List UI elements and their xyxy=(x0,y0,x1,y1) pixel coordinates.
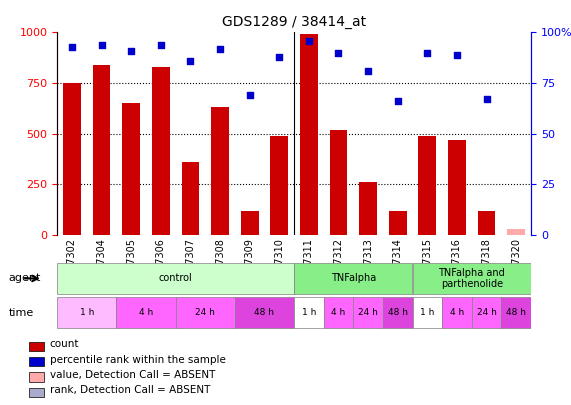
Bar xyxy=(235,297,294,328)
Text: 48 h: 48 h xyxy=(388,308,408,318)
Text: 24 h: 24 h xyxy=(477,308,497,318)
Title: GDS1289 / 38414_at: GDS1289 / 38414_at xyxy=(222,15,366,29)
Bar xyxy=(353,297,383,328)
Point xyxy=(364,68,373,74)
Text: 24 h: 24 h xyxy=(358,308,378,318)
Text: 1 h: 1 h xyxy=(301,308,316,318)
Bar xyxy=(389,211,407,235)
Point xyxy=(334,49,343,56)
Text: 1 h: 1 h xyxy=(420,308,435,318)
Point xyxy=(67,43,77,50)
Text: control: control xyxy=(159,273,192,283)
FancyBboxPatch shape xyxy=(57,263,293,294)
Bar xyxy=(182,162,199,235)
Bar xyxy=(507,229,525,235)
Bar xyxy=(211,107,229,235)
FancyBboxPatch shape xyxy=(412,263,530,294)
Point xyxy=(245,92,254,98)
FancyBboxPatch shape xyxy=(294,263,412,294)
Point xyxy=(156,41,166,48)
Bar xyxy=(271,136,288,235)
Text: value, Detection Call = ABSENT: value, Detection Call = ABSENT xyxy=(50,370,215,380)
Bar xyxy=(419,136,436,235)
Bar xyxy=(294,297,324,328)
Bar xyxy=(324,297,353,328)
Text: rank, Detection Call = ABSENT: rank, Detection Call = ABSENT xyxy=(50,385,210,395)
Text: TNFalpha: TNFalpha xyxy=(331,273,376,283)
Text: time: time xyxy=(9,308,34,318)
Point xyxy=(275,53,284,60)
Bar xyxy=(300,34,317,235)
Bar xyxy=(472,297,501,328)
Text: 4 h: 4 h xyxy=(331,308,345,318)
Point xyxy=(215,45,224,52)
Bar xyxy=(501,297,531,328)
Bar xyxy=(29,388,45,397)
Bar xyxy=(241,211,259,235)
Text: percentile rank within the sample: percentile rank within the sample xyxy=(50,355,226,364)
Bar xyxy=(93,65,110,235)
Point xyxy=(482,96,491,102)
Point xyxy=(423,49,432,56)
Text: count: count xyxy=(50,339,79,350)
Bar xyxy=(63,83,81,235)
Bar xyxy=(116,297,176,328)
Bar xyxy=(442,297,472,328)
Text: 4 h: 4 h xyxy=(450,308,464,318)
Text: 1 h: 1 h xyxy=(79,308,94,318)
Text: 4 h: 4 h xyxy=(139,308,153,318)
Text: 48 h: 48 h xyxy=(506,308,526,318)
Bar xyxy=(383,297,412,328)
Point xyxy=(304,37,313,44)
Bar xyxy=(122,103,140,235)
Bar xyxy=(29,357,45,366)
Bar xyxy=(478,211,496,235)
Bar xyxy=(152,67,170,235)
Bar xyxy=(412,297,442,328)
Bar xyxy=(29,373,45,382)
Bar xyxy=(448,140,466,235)
Bar xyxy=(29,342,45,351)
Text: agent: agent xyxy=(9,273,41,283)
Point xyxy=(452,51,461,58)
Point xyxy=(186,58,195,64)
Bar xyxy=(176,297,235,328)
Text: TNFalpha and
parthenolide: TNFalpha and parthenolide xyxy=(439,268,505,289)
Bar xyxy=(57,297,116,328)
Point xyxy=(393,98,403,104)
Text: 48 h: 48 h xyxy=(255,308,275,318)
Bar xyxy=(359,182,377,235)
Point xyxy=(127,47,136,54)
Text: 24 h: 24 h xyxy=(195,308,215,318)
Bar xyxy=(329,130,347,235)
Point xyxy=(97,41,106,48)
